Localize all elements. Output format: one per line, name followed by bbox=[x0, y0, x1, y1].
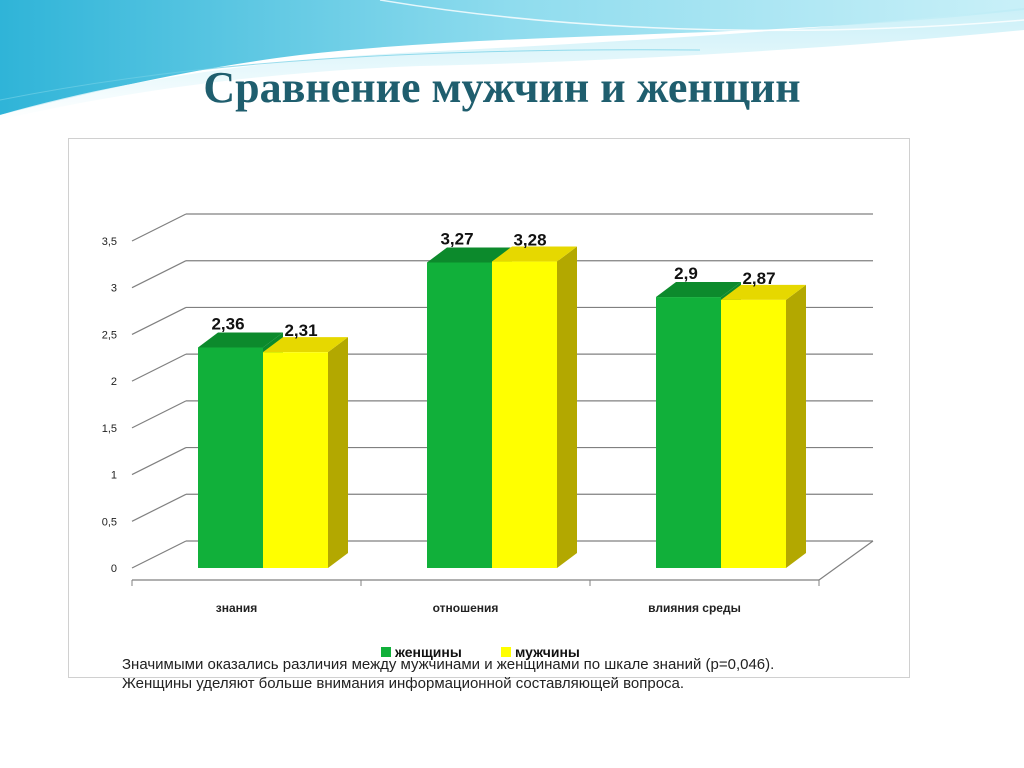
data-label: 3,28 bbox=[513, 231, 546, 250]
gridline-diagonal bbox=[131, 306, 187, 335]
gridline-diagonal bbox=[131, 353, 187, 382]
x-category-label: отношения bbox=[433, 601, 499, 615]
y-tick-label: 1 bbox=[111, 470, 117, 482]
data-label: 2,36 bbox=[211, 315, 244, 334]
data-label: 2,87 bbox=[742, 269, 775, 288]
x-category-label: влияния среды bbox=[648, 601, 741, 615]
conclusion-note: Значимыми оказались различия между мужчи… bbox=[122, 655, 902, 693]
bar-top bbox=[721, 284, 806, 300]
bar-side bbox=[557, 246, 577, 568]
data-label: 2,9 bbox=[674, 264, 698, 283]
bar-side bbox=[328, 337, 348, 568]
x-category-label: знания bbox=[216, 601, 258, 615]
y-tick-label: 3,5 bbox=[102, 236, 117, 248]
legend-swatch-women bbox=[381, 647, 391, 657]
background-waves bbox=[0, 0, 1024, 120]
gridline-diagonal bbox=[131, 540, 187, 569]
note-line-1: Значимыми оказались различия между мужчи… bbox=[122, 656, 775, 673]
y-tick-label: 2,5 bbox=[102, 329, 117, 341]
gridline-diagonal bbox=[131, 213, 187, 242]
gridline-diagonal bbox=[131, 447, 187, 476]
bar-women bbox=[198, 347, 263, 568]
bar-top bbox=[427, 247, 512, 263]
bar-side bbox=[786, 284, 806, 568]
bar-men bbox=[721, 299, 786, 568]
bar-men bbox=[263, 352, 328, 568]
legend-swatch-men bbox=[501, 647, 511, 657]
bar-women bbox=[427, 262, 492, 568]
floor-edge bbox=[818, 540, 874, 581]
y-tick-label: 0,5 bbox=[102, 516, 117, 528]
gridline-diagonal bbox=[131, 260, 187, 289]
y-tick-label: 1,5 bbox=[102, 423, 117, 435]
y-tick-label: 3 bbox=[111, 283, 117, 295]
gridline-diagonal bbox=[131, 493, 187, 522]
bar-top bbox=[263, 337, 348, 353]
y-tick-label: 2 bbox=[111, 376, 117, 388]
bar-top bbox=[656, 282, 741, 298]
note-line-2: Женщины уделяют больше внимания информац… bbox=[122, 675, 685, 692]
bar-men bbox=[492, 261, 557, 568]
chart-frame: 0 0,5 1 1,5 2 2,5 3 3,5 знания отношения влияния с… bbox=[68, 138, 910, 678]
legend-label: мужчины bbox=[515, 644, 580, 660]
bar-women bbox=[656, 297, 721, 568]
page-title: Сравнение мужчин и женщин bbox=[203, 63, 801, 112]
gridline-diagonal bbox=[131, 400, 187, 429]
bar-top bbox=[492, 246, 577, 262]
data-label: 3,27 bbox=[440, 229, 473, 248]
bar-top bbox=[198, 332, 283, 348]
legend-label: женщины bbox=[394, 644, 462, 660]
data-label: 2,31 bbox=[284, 321, 317, 340]
y-tick-label: 0 bbox=[111, 563, 117, 575]
bar-chart: 0 0,5 1 1,5 2 2,5 3 3,5 знания отношения влияния с… bbox=[102, 213, 874, 660]
